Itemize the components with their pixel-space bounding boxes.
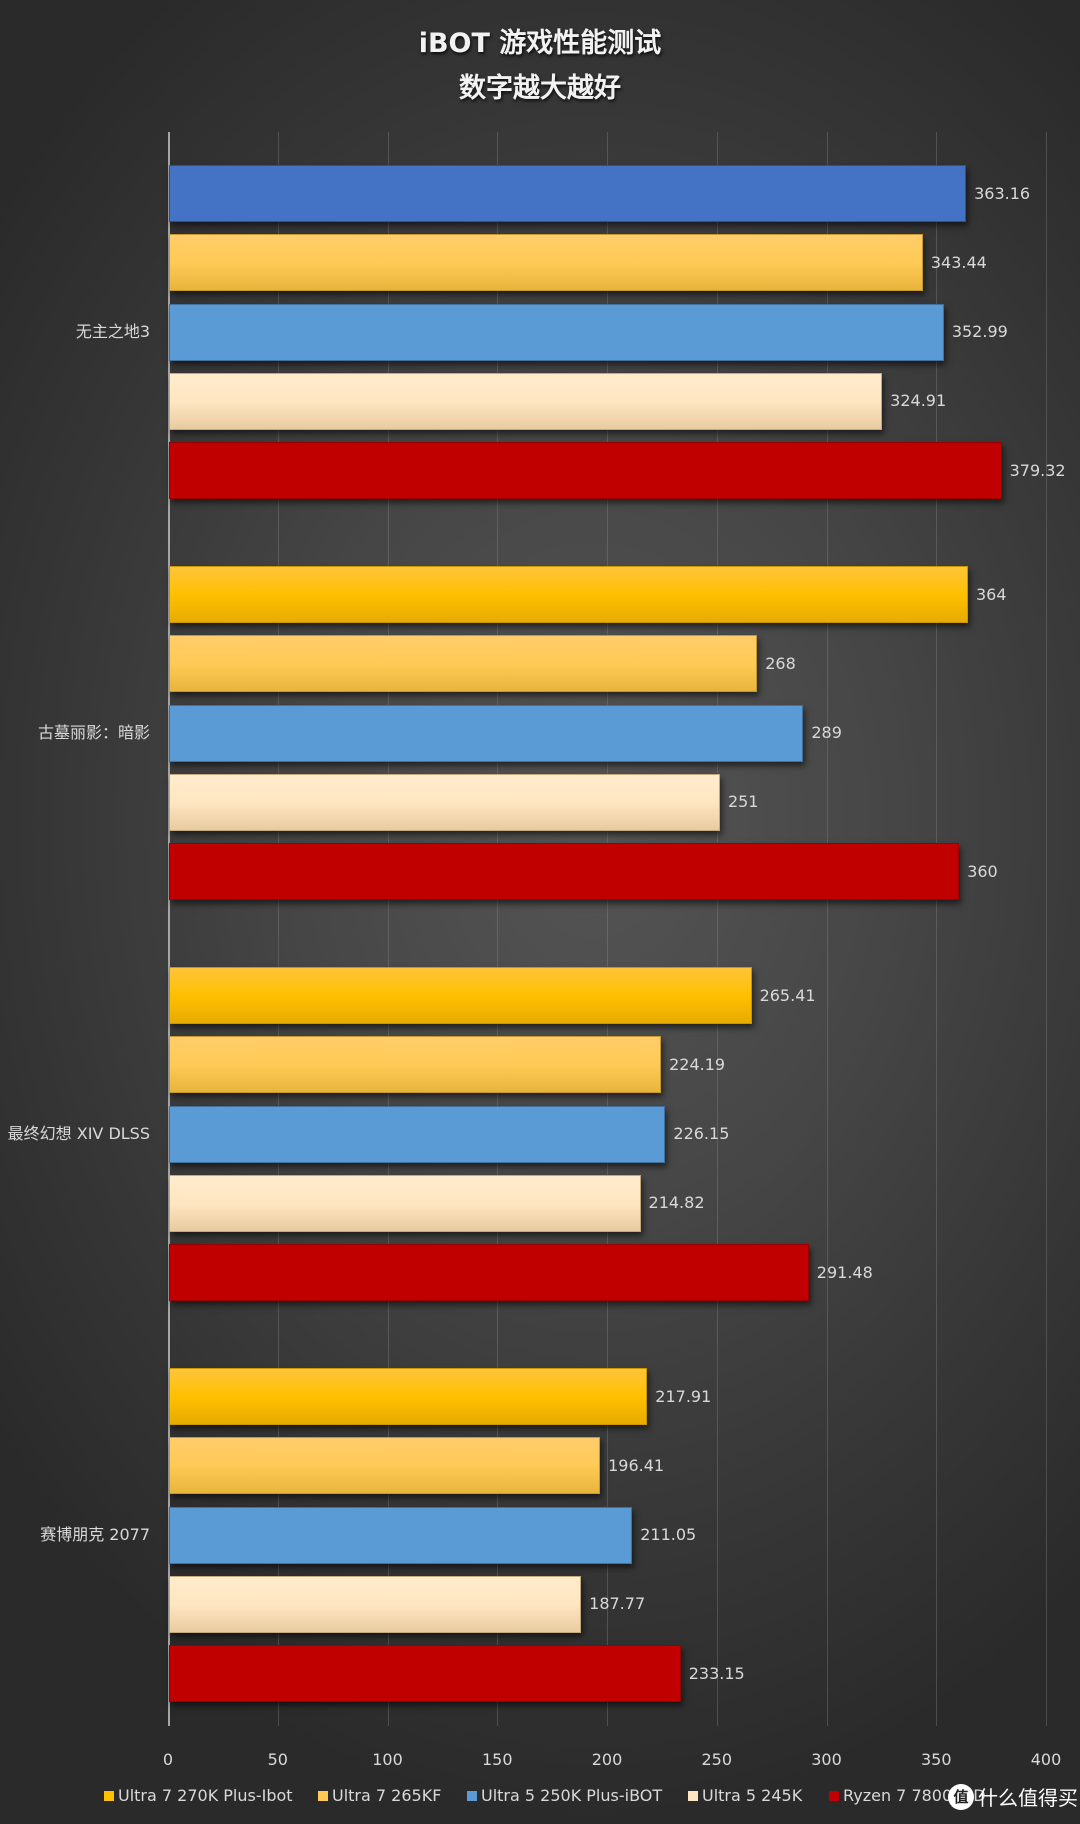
x-tick-label: 350	[920, 1750, 952, 1769]
bar	[169, 1575, 582, 1633]
value-label: 196.41	[608, 1455, 665, 1475]
bar	[169, 1105, 666, 1163]
value-label: 289	[811, 723, 842, 743]
legend-item: Ultra 7 265KF	[318, 1786, 441, 1805]
gridline	[826, 132, 828, 1726]
category-label: 最终幻想 XIV DLSS	[7, 1124, 150, 1144]
bar	[169, 1645, 681, 1703]
value-label: 224.19	[669, 1054, 726, 1074]
value-label: 268	[765, 653, 796, 673]
value-label: 233.15	[688, 1663, 745, 1683]
gridline	[607, 132, 608, 1726]
bar	[169, 1368, 648, 1425]
bar	[169, 165, 967, 222]
value-label: 360	[967, 861, 998, 881]
x-tick-label: 0	[162, 1750, 174, 1769]
legend-item: Ultra 7 270K Plus-Ibot	[104, 1786, 293, 1805]
value-label: 187.77	[589, 1594, 646, 1614]
bar	[169, 234, 923, 292]
category-label: 古墓丽影：暗影	[37, 723, 150, 743]
bar	[169, 1036, 662, 1094]
bar	[169, 372, 883, 430]
legend-label: Ultra 7 270K Plus-Ibot	[118, 1786, 293, 1805]
gridline	[277, 132, 279, 1726]
x-tick-label: 100	[372, 1750, 403, 1769]
bar	[169, 1174, 641, 1232]
x-tick-label: 200	[591, 1750, 623, 1769]
bar	[169, 1437, 601, 1495]
smzdm-logo-icon: 值	[948, 1783, 974, 1810]
gridline	[497, 132, 499, 1726]
legend-swatch-icon	[104, 1790, 114, 1801]
watermark-text: 什么值得买	[978, 1786, 1078, 1810]
x-tick-label: 150	[481, 1750, 513, 1769]
value-label: 379.32	[1009, 460, 1066, 480]
bar	[169, 566, 968, 623]
bar	[169, 704, 804, 762]
value-label: 364	[975, 584, 1007, 604]
x-tick-label: 50	[267, 1750, 288, 1769]
x-tick-label: 250	[701, 1750, 733, 1769]
x-tick-label: 300	[811, 1750, 842, 1769]
legend-item: Ultra 5 245K	[688, 1786, 802, 1805]
legend-swatch-icon	[318, 1790, 328, 1801]
watermark: 值 什么值得买	[948, 1782, 1078, 1811]
bar	[169, 773, 720, 831]
category-label: 赛博朋克 2077	[40, 1525, 150, 1545]
category-label: 无主之地3	[75, 322, 150, 342]
bar	[169, 635, 758, 693]
x-tick-label: 400	[1030, 1750, 1062, 1769]
value-label: 363.16	[974, 183, 1031, 203]
legend-item: Ultra 5 250K Plus-iBOT	[467, 1786, 662, 1805]
bar	[169, 303, 944, 361]
legend-swatch-icon	[467, 1790, 477, 1801]
value-label: 211.05	[640, 1525, 697, 1545]
legend-swatch-icon	[829, 1790, 839, 1801]
value-label: 352.99	[951, 322, 1008, 342]
bar	[169, 967, 752, 1024]
value-label: 265.41	[759, 985, 816, 1005]
legend: Ultra 7 270K Plus-Ibot Ultra 7 265KF Ultra…	[0, 1786, 1080, 1810]
value-label: 343.44	[930, 252, 987, 272]
bar	[169, 843, 960, 901]
legend-label: Ultra 5 250K Plus-iBOT	[481, 1786, 663, 1805]
gridline	[1046, 132, 1047, 1726]
value-label: 251	[727, 792, 759, 812]
value-label: 214.82	[648, 1193, 705, 1213]
bar	[169, 442, 1002, 500]
gridline	[716, 132, 718, 1726]
legend-label: Ultra 5 245K	[702, 1786, 803, 1805]
gridline	[387, 132, 389, 1726]
gridline	[936, 132, 938, 1726]
chart-title: iBOT 游戏性能测试	[418, 28, 662, 59]
value-label: 226.15	[673, 1124, 730, 1144]
value-label: 217.91	[655, 1386, 712, 1406]
legend-swatch-icon	[688, 1790, 698, 1801]
value-label: 291.48	[816, 1262, 873, 1282]
value-label: 324.91	[890, 391, 947, 411]
chart-subtitle: 数字越大越好	[459, 73, 621, 104]
y-axis-line	[168, 132, 170, 1726]
legend-label: Ultra 7 265KF	[332, 1786, 442, 1805]
bar	[169, 1244, 809, 1302]
bar	[169, 1506, 633, 1564]
